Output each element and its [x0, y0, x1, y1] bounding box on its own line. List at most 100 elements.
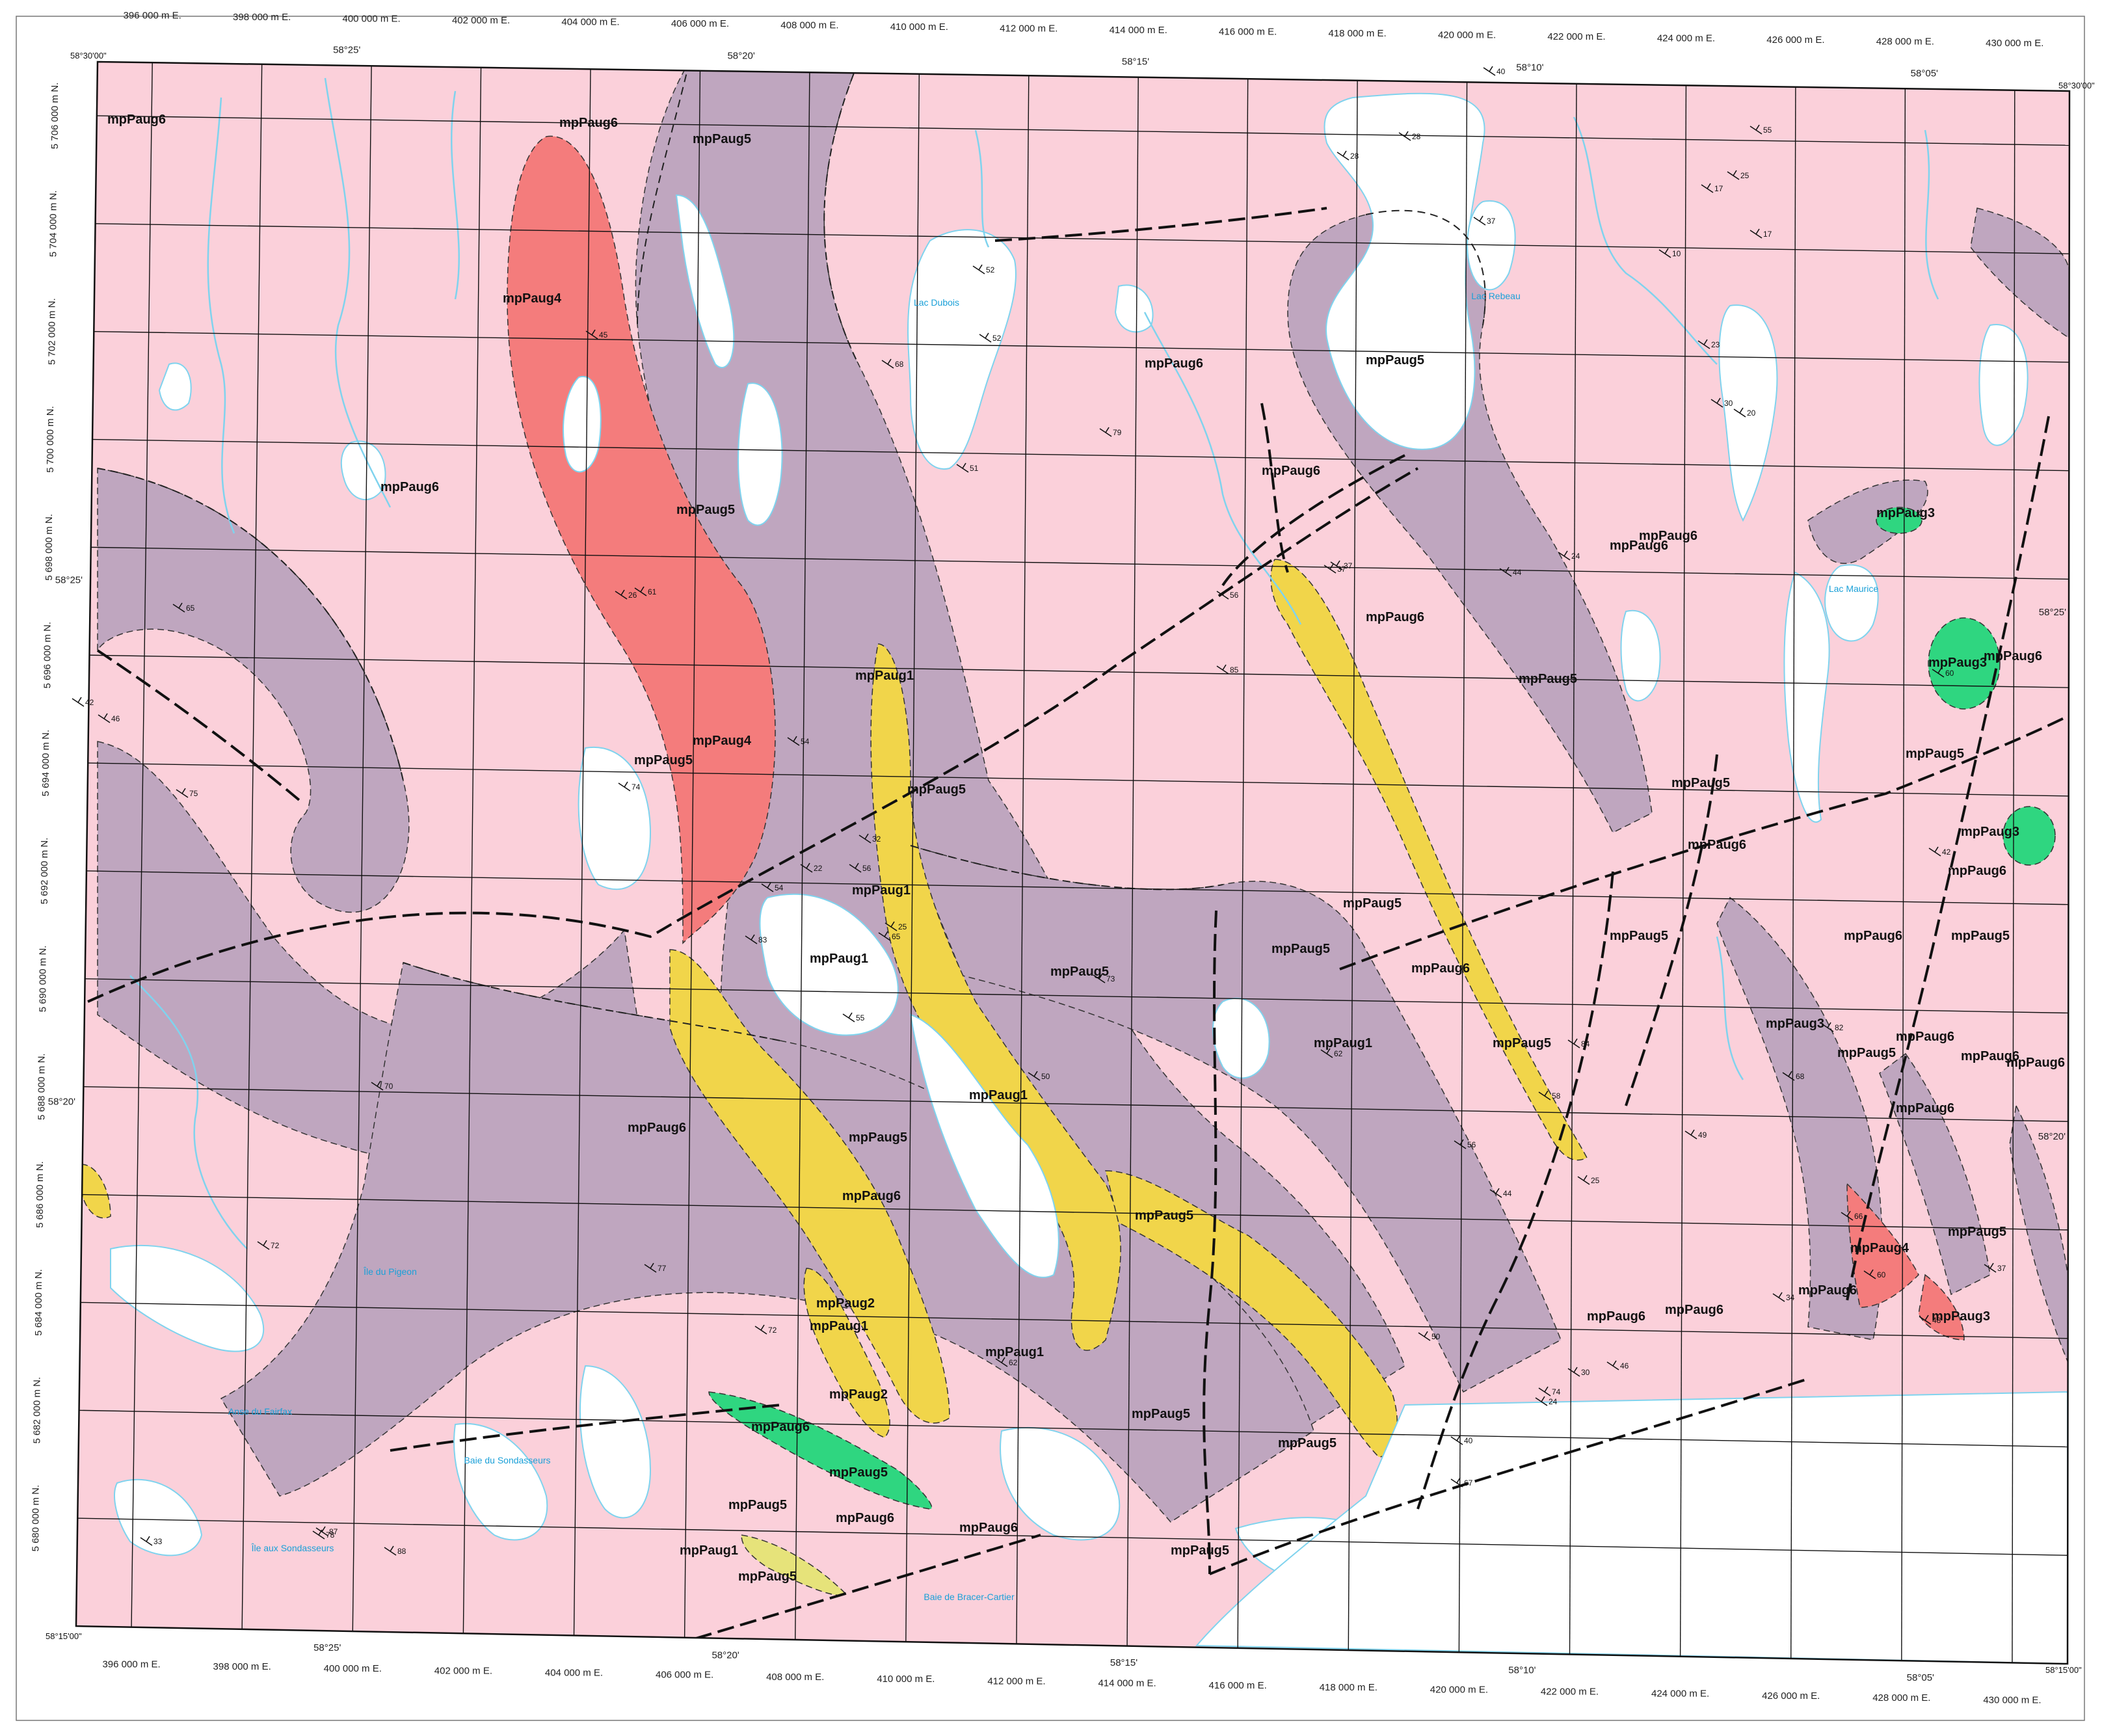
dip-symbol: 68 [881, 358, 904, 369]
unit-labels: mpPaug6 mpPaug6mpPaug5mpPaug4mpPaug6mpPau… [107, 113, 2065, 1584]
dip-value: 55 [1763, 126, 1772, 135]
contact-3 [1365, 209, 1486, 326]
latitude-label-right: 58°25' [2039, 607, 2066, 618]
northing-label-left: 5 686 000 m N. [34, 1161, 46, 1228]
grid-northing-line [80, 1302, 2068, 1339]
fault-2 [1339, 714, 2069, 970]
northing-label-left: 5 704 000 m N. [48, 191, 59, 258]
grid-northing-line [85, 978, 2069, 1014]
dip-value: 30 [1581, 1368, 1590, 1377]
unit-label-mpPaug6: mpPaug6 [959, 1521, 1018, 1535]
place-label: Lac Dubois [914, 297, 959, 308]
dip-value: 52 [986, 265, 995, 274]
fault-10 [390, 1404, 781, 1452]
dip-symbol: 61 [634, 586, 657, 596]
grid-easting-line [1458, 82, 1468, 1653]
unit-label-mpPaug6: mpPaug6 [1639, 529, 1697, 543]
dip-tick [1739, 407, 1744, 414]
dip-tick [1336, 560, 1340, 567]
lake-south-west-1 [110, 1244, 265, 1352]
grid-northing-line [96, 115, 2069, 146]
longitudes-top: 58°25' 58°20' 58°15' 58°10' 58°05' [333, 45, 1938, 79]
easting-label-bottom: 402 000 m E. [434, 1665, 492, 1676]
dip-tick [620, 589, 625, 596]
dip-tick [1573, 1367, 1578, 1373]
dip-value: 25 [1740, 171, 1749, 180]
dip-value: 10 [1672, 249, 1681, 258]
grid-easting-line [1237, 79, 1249, 1648]
unit-label-mpPaug6: mpPaug6 [107, 113, 166, 127]
dip-tick [751, 934, 755, 941]
dip-tick [1924, 1315, 1929, 1321]
easting-label-top: 414 000 m E. [1110, 25, 1167, 36]
longitude-label-bottom: 58°05' [1907, 1672, 1934, 1683]
dip-value: 37 [1487, 217, 1496, 226]
lake-central-north [675, 194, 735, 369]
dip-value: 75 [189, 789, 198, 798]
dip-tick [1573, 1038, 1578, 1045]
dip-symbol: 66 [1841, 1210, 1863, 1221]
dip-symbol: 25 [1577, 1175, 1600, 1185]
dip-symbol: 40 [1450, 1435, 1473, 1445]
dip-value: 66 [1854, 1212, 1863, 1221]
dip-symbol: 42 [72, 697, 94, 707]
dip-value: 24 [1549, 1397, 1558, 1406]
lake-far-east [1978, 324, 2029, 446]
unit-mpPaug1-band-west-small [81, 1164, 111, 1219]
dip-symbol: 52 [972, 264, 995, 274]
corner-nw: 58°30'00" [70, 51, 107, 60]
easting-label-bottom: 426 000 m E. [1762, 1690, 1820, 1702]
dip-tick [1329, 563, 1334, 570]
unit-label-mpPaug5: mpPaug5 [634, 753, 693, 768]
dip-tick [1541, 1396, 1545, 1402]
unit-label-mpPaug6: mpPaug6 [1145, 356, 1203, 371]
dip-symbol: 45 [585, 329, 608, 340]
dip-symbol: 50 [1028, 1071, 1050, 1081]
dip-symbol: 72 [257, 1240, 280, 1250]
dip-symbol: 74 [618, 781, 641, 792]
unit-label-mpPaug3: mpPaug3 [1766, 1017, 1824, 1031]
unit-label-mpPaug6: mpPaug6 [836, 1511, 894, 1525]
dip-value: 25 [898, 922, 907, 931]
dip-tick [1456, 1435, 1461, 1441]
dip-symbol: 48 [1919, 1315, 1941, 1325]
place-label: Lac Maurice [1829, 583, 1878, 594]
unit-label-mpPaug6: mpPaug6 [1984, 649, 2042, 663]
place-labels: Lac Dubois Lac Rebeau Lac Maurice Anse du F… [228, 291, 1878, 1602]
dip-symbol: 34 [1772, 1292, 1795, 1302]
dip-symbol: 42 [1928, 846, 1951, 857]
lake-left-3 [158, 362, 192, 411]
unit-label-mpPaug5: mpPaug5 [1610, 929, 1668, 943]
unit-label-mpPaug5: mpPaug5 [1366, 353, 1424, 367]
dip-value: 51 [970, 464, 979, 473]
dip-value: 68 [1796, 1072, 1805, 1081]
dip-tick [103, 713, 108, 719]
unit-label-mpPaug5: mpPaug5 [829, 1465, 888, 1480]
grid-northing-line [83, 1086, 2069, 1122]
easting-label-top: 412 000 m E. [1000, 23, 1058, 34]
easting-label-top: 424 000 m E. [1657, 33, 1715, 44]
dip-symbol: 60 [1932, 667, 1954, 678]
place-label: Lac Rebeau [1471, 291, 1521, 301]
dip-symbol: 17 [1749, 228, 1772, 239]
dip-value: 68 [895, 360, 904, 369]
corner-ne: 58°30'00" [2058, 81, 2095, 90]
unit-label-mpPaug6: mpPaug6 [1896, 1101, 1954, 1115]
dip-tick [806, 862, 810, 869]
dip-tick [624, 781, 628, 788]
unit-mpPaug3-body-east-2 [2002, 806, 2056, 866]
grid-northing-line [88, 762, 2069, 797]
lake-northeast [1324, 92, 1485, 450]
unit-label-mpPaug3: mpPaug3 [1961, 825, 2019, 839]
unit-label-mpPaug4: mpPaug4 [693, 734, 752, 748]
dip-symbol: 55 [1749, 124, 1772, 135]
unit-label-mpPaug5: mpPaug5 [907, 782, 966, 797]
longitude-label-bottom: 58°25' [313, 1642, 341, 1653]
dip-tick [1703, 339, 1708, 345]
dip-tick [1342, 150, 1347, 157]
dip-value: 70 [384, 1082, 393, 1091]
dip-value: 61 [648, 587, 657, 596]
stream-5 [1143, 312, 1302, 625]
dip-tick [890, 921, 895, 928]
dip-tick [1934, 846, 1939, 853]
